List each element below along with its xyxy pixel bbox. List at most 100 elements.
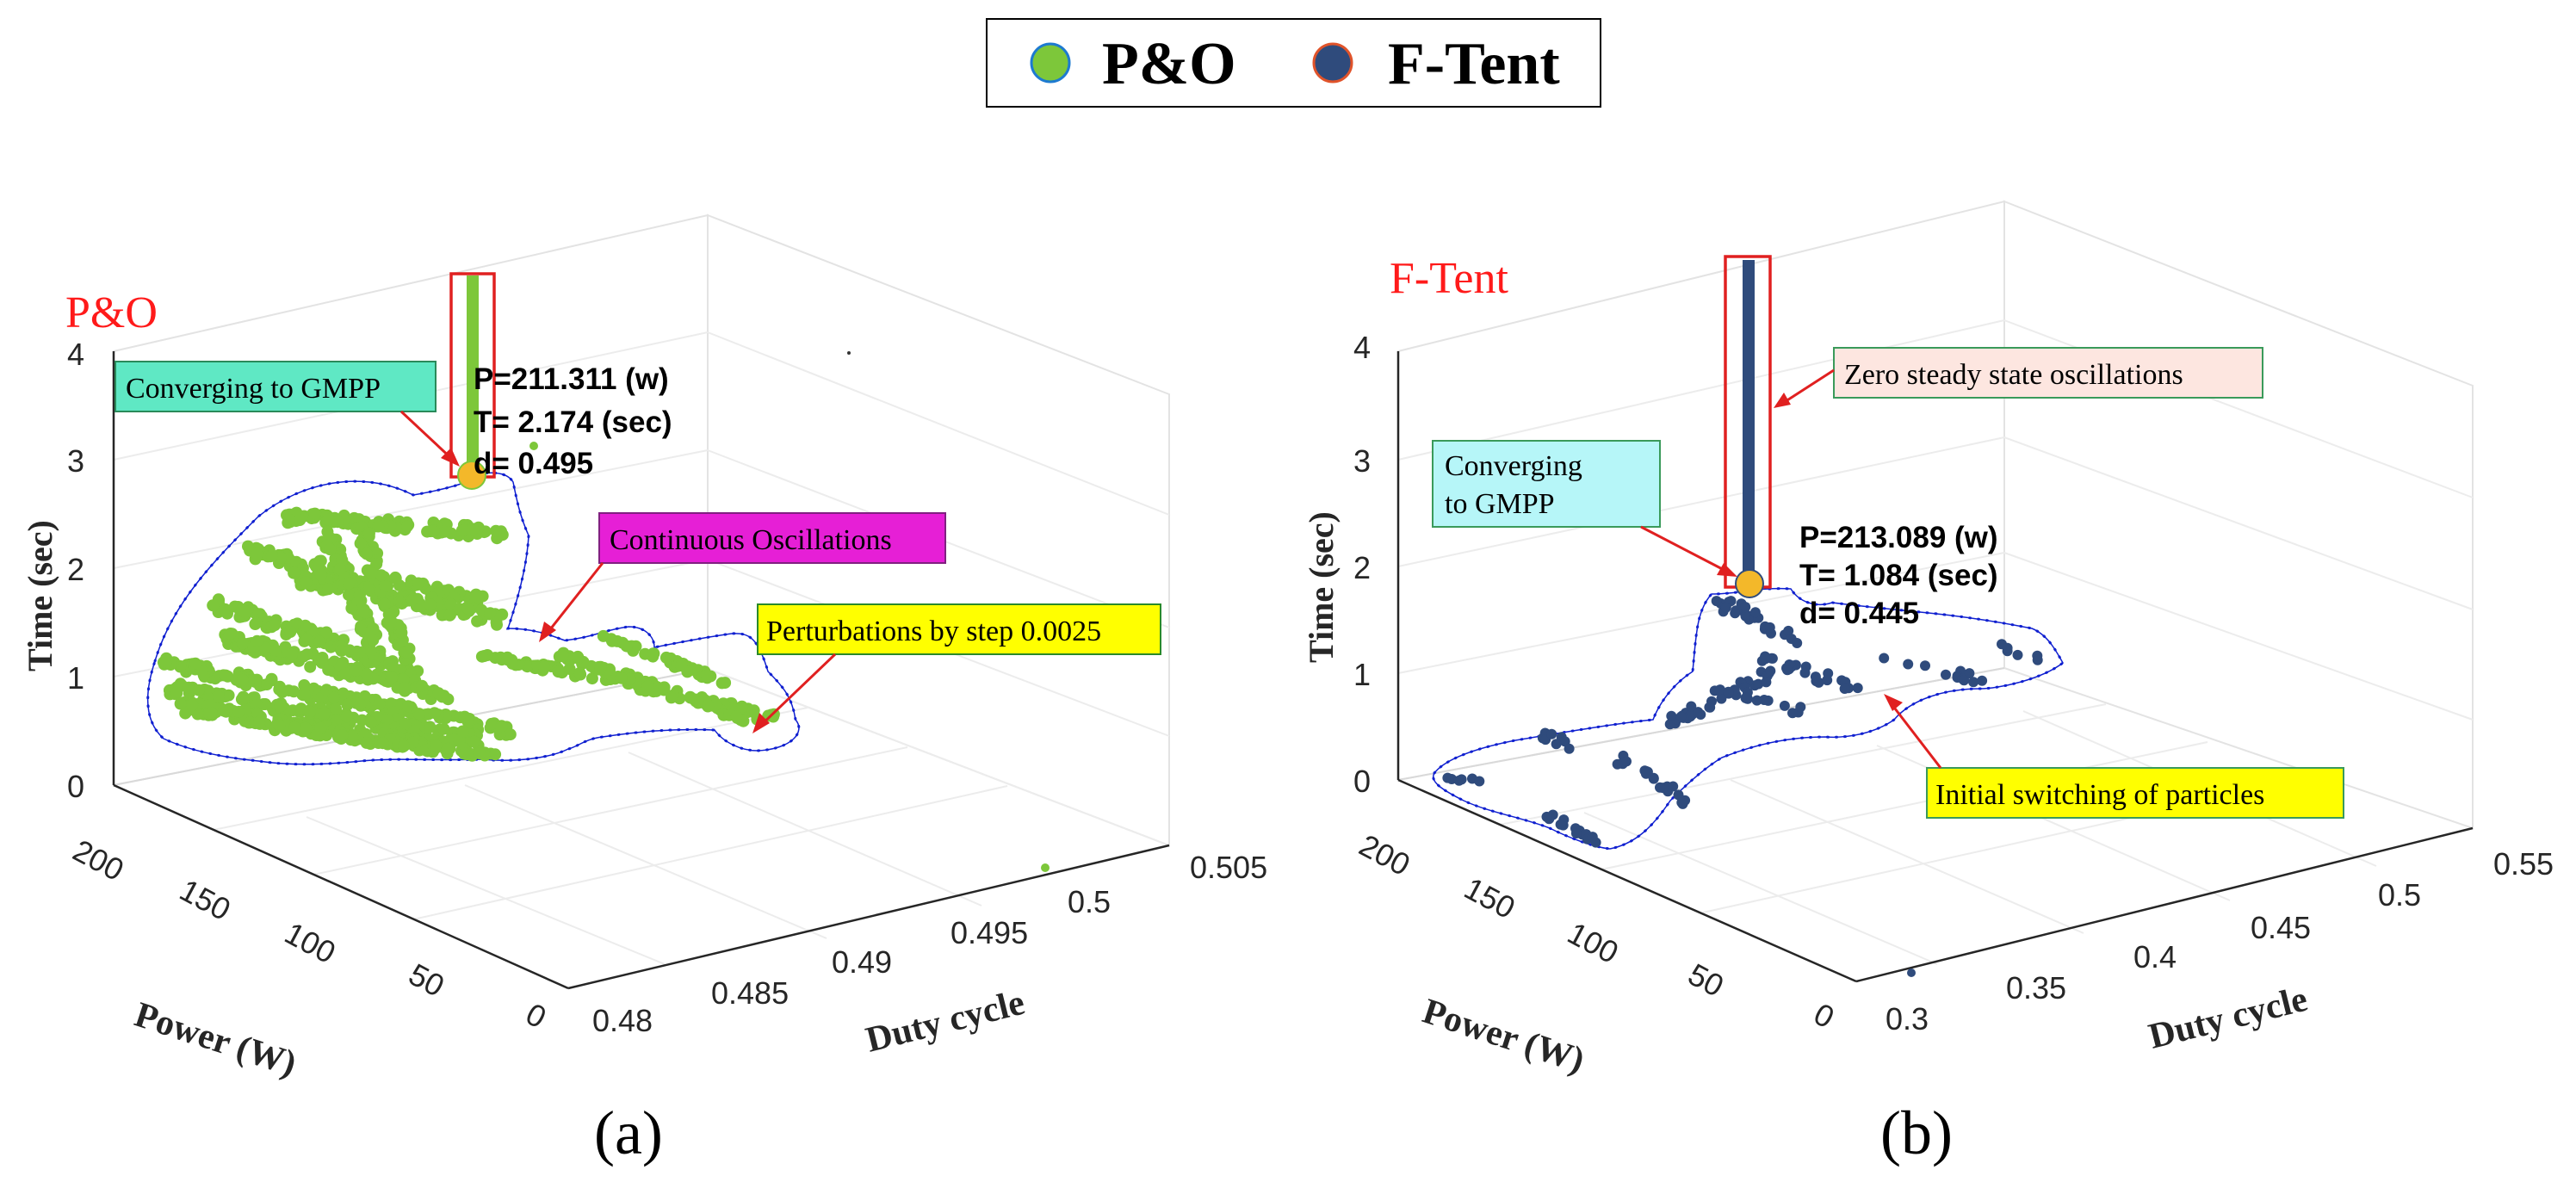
scatter-point-ftent — [1640, 768, 1651, 779]
scatter-point-po — [538, 661, 551, 673]
y-tick-label: 100 — [279, 915, 341, 970]
scatter-point-po — [298, 679, 311, 691]
scatter-point-po — [719, 677, 732, 690]
panel-a-floor-grid — [306, 816, 666, 965]
scatter-point-po — [424, 721, 437, 733]
scatter-point-po — [236, 673, 249, 686]
scatter-point-po — [354, 623, 367, 635]
x-tick-label: 0.45 — [2251, 910, 2311, 945]
scatter-point-po — [474, 747, 486, 760]
scatter-point-po — [361, 668, 374, 680]
scatter-point-po — [331, 516, 344, 529]
scatter-point-po — [337, 687, 350, 700]
panel-b-floor-grid — [1499, 703, 2107, 826]
readout-line: d= 0.495 — [474, 447, 593, 480]
scatter-point-po — [314, 568, 327, 581]
scatter-point-po — [399, 717, 412, 730]
scatter-point-po — [399, 682, 411, 694]
scatter-point-po — [557, 650, 569, 662]
scatter-point-po — [273, 719, 286, 732]
scatter-point-ftent — [1555, 819, 1566, 830]
panel-b-x-ticks: 0.3 0.35 0.4 0.45 0.5 0.55 — [1886, 846, 2554, 1036]
scatter-point-po — [282, 684, 295, 697]
scatter-point-ftent — [1977, 675, 1988, 686]
readout-line: P=213.089 (w) — [1799, 521, 1998, 554]
scatter-point-ftent — [1753, 678, 1764, 690]
scatter-point-po — [356, 605, 369, 618]
scatter-point-po — [314, 692, 327, 705]
legend-label-po: P&O — [1102, 31, 1236, 97]
panel-b-convergence-bar — [1743, 260, 1755, 587]
scatter-point-po — [490, 524, 502, 537]
scatter-point-po — [675, 659, 688, 672]
scatter-point-po — [563, 663, 576, 675]
scatter-point-ftent — [1879, 653, 1890, 664]
scatter-point-po — [701, 669, 714, 682]
readout-line: d= 0.445 — [1799, 597, 1919, 630]
legend: P&O F-Tent — [986, 18, 1601, 108]
scatter-point-po — [381, 714, 393, 727]
scatter-point-po — [346, 730, 359, 743]
panel-a-floor-grid — [707, 668, 1170, 846]
scatter-point-po — [314, 554, 327, 567]
scatter-point-po — [282, 513, 295, 526]
scatter-point-po — [300, 576, 313, 589]
scatter-point-po — [437, 722, 450, 735]
scatter-point-ftent — [1570, 828, 1582, 838]
arrow-head-icon — [539, 622, 556, 642]
legend-label-ftent: F-Tent — [1388, 31, 1560, 97]
scatter-point-po — [324, 543, 337, 556]
x-tick-label: 0.5 — [1068, 884, 1111, 919]
scatter-point-ftent — [1655, 782, 1665, 793]
scatter-point-po — [397, 739, 410, 752]
panel-b-xlabel: Duty cycle — [2145, 980, 2311, 1057]
annotation-text: Converging — [1445, 450, 1582, 482]
scatter-point-po — [238, 606, 251, 619]
scatter-point-ftent — [1723, 686, 1734, 697]
panel-a-stray-point — [1041, 863, 1050, 872]
z-tick-label: 1 — [1353, 657, 1371, 692]
x-tick-label: 0.4 — [2133, 939, 2177, 975]
scatter-point-po — [376, 737, 389, 750]
scatter-point-po — [400, 646, 413, 659]
panel-b-floor-grid — [1601, 741, 2208, 870]
scatter-point-ftent — [1903, 659, 1914, 670]
scatter-point-po — [300, 634, 313, 647]
scatter-point-ftent — [1959, 675, 1970, 686]
panel-a-axes-box — [112, 213, 1170, 990]
scatter-point-po — [339, 667, 352, 680]
panel-b-annotation-gmpp: Converging to GMPP — [1432, 440, 1737, 577]
scatter-point-ftent — [2032, 654, 2043, 665]
scatter-point-po — [495, 720, 508, 733]
scatter-point-po — [236, 637, 249, 650]
scatter-point-po — [389, 571, 402, 584]
annotation-text: Continuous Oscillations — [610, 524, 892, 556]
z-tick-label: 3 — [1353, 443, 1371, 479]
scatter-point-ftent — [1792, 638, 1803, 648]
panel-a-annotation-oscillations: Continuous Oscillations — [539, 512, 946, 642]
scatter-point-po — [365, 566, 378, 579]
panel-b-grid — [2003, 552, 2474, 721]
scatter-point-po — [294, 514, 307, 527]
scatter-point-po — [220, 669, 232, 682]
scatter-point-po — [402, 700, 415, 713]
scatter-point-po — [506, 657, 519, 670]
annotation-box — [115, 361, 437, 412]
panel-a-gmpp-marker — [457, 461, 486, 490]
scatter-point-po — [442, 742, 455, 755]
scatter-point-po — [443, 609, 456, 622]
y-tick-label: 0 — [1808, 996, 1840, 1036]
annotation-box — [1833, 347, 2263, 399]
scatter-point-po — [191, 708, 204, 721]
panel-b-grid — [2003, 319, 2474, 498]
panel-a-grid — [113, 559, 709, 678]
scatter-point-po — [364, 645, 377, 657]
scatter-point-po — [232, 705, 245, 718]
panel-a-stray-point — [529, 442, 538, 450]
scatter-point-po — [336, 554, 349, 566]
scatter-point-po — [288, 721, 301, 733]
scatter-point-po — [471, 615, 484, 628]
scatter-point-po — [341, 698, 354, 711]
scatter-point-po — [382, 608, 395, 621]
